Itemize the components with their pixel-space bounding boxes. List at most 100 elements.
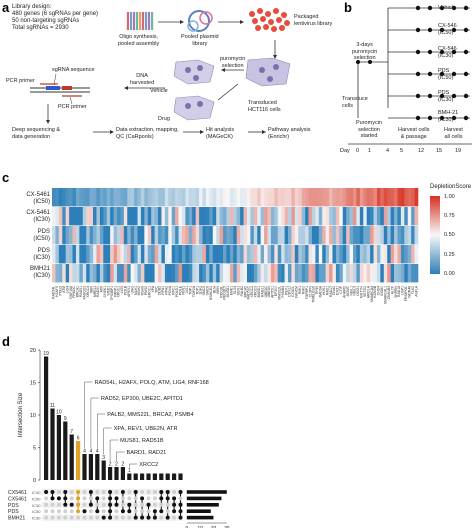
oligo-line: pooled assembly <box>118 40 160 47</box>
set-size-bar <box>186 503 219 507</box>
gene-label: RPA1 <box>161 286 165 295</box>
heatmap-cell <box>260 226 265 245</box>
timepoint-dot <box>427 49 433 55</box>
heatmap-cell <box>209 207 214 226</box>
heatmap-cell <box>236 264 241 283</box>
heatmap-cell <box>202 264 207 283</box>
pipeline-line: (Enrichr) <box>268 133 290 140</box>
heatmap-cell <box>140 245 145 264</box>
heatmap-cell <box>69 207 73 226</box>
heatmap-cell <box>86 226 90 245</box>
heatmap-cell <box>407 207 412 226</box>
legend-tick: 0.25 <box>444 252 455 258</box>
heatmap-cell <box>298 245 303 264</box>
intersection-bar <box>152 473 157 480</box>
heatmap-cell <box>205 245 210 264</box>
gene-label: APEX1 <box>127 286 131 297</box>
heatmap-cell <box>113 226 118 245</box>
heatmap-cell <box>147 226 152 245</box>
heatmap-row-label-pds-ic30: PDS (IC30) <box>14 248 50 262</box>
legend-tick: 0.75 <box>444 213 455 219</box>
gene-label: INO80 <box>380 286 384 296</box>
gene-label: MRE11 <box>93 286 97 297</box>
bar-value-label: 2 <box>115 462 118 468</box>
heatmap-cell <box>250 226 255 245</box>
heatmap-cell <box>226 207 231 226</box>
heatmap-row-label-pds-ic50: PDS (IC50) <box>14 229 50 243</box>
heatmap-cell <box>123 207 128 226</box>
arm-line: CX-546 <box>438 23 457 29</box>
gene-label: ZRANB3 <box>387 286 391 299</box>
heatmap-cell <box>175 264 179 283</box>
heatmap-cell <box>325 188 330 207</box>
heatmap-cell <box>134 226 138 245</box>
timepoint-dot <box>451 49 457 55</box>
heatmap-cell <box>353 226 357 245</box>
heatmap-cell <box>188 207 193 226</box>
heatmap-cell <box>96 226 101 245</box>
heatmap-cell <box>93 226 97 245</box>
timepoint-dot <box>439 49 445 55</box>
panel-b-letter: b <box>344 0 352 15</box>
heatmap-cell <box>113 207 118 226</box>
heatmap-cell <box>233 207 238 226</box>
heatmap-cell <box>346 264 350 283</box>
gene-label: CHEK1 <box>103 286 107 297</box>
heatmap-cell <box>349 264 354 283</box>
matrix-dot <box>114 502 119 507</box>
gene-label: ASF1A <box>414 285 418 296</box>
heatmap-cell <box>89 264 94 283</box>
heatmap-cell <box>397 226 402 245</box>
heatmap-cell <box>318 245 323 264</box>
heatmap-cell <box>315 207 320 226</box>
heatmap-cell <box>411 226 415 245</box>
matrix-dot <box>88 496 93 501</box>
heatmap-cell <box>52 188 56 207</box>
heatmap-cell <box>294 245 299 264</box>
matrix-dot <box>178 509 183 514</box>
matrix-dot <box>69 509 74 514</box>
heatmap-cell <box>318 226 323 245</box>
timepoint-dot <box>463 93 469 99</box>
heatmap-cell <box>250 245 255 264</box>
gene-label: POLE <box>178 285 182 295</box>
heatmap-cell <box>277 207 282 226</box>
pipeline-step-4: Pathway analysis (Enrichr) <box>268 127 311 140</box>
matrix-dot <box>165 490 170 494</box>
plasmid-line: library <box>192 40 208 47</box>
heatmap-cell <box>325 226 330 245</box>
bar-value-label: 4 <box>83 449 86 455</box>
matrix-dot <box>95 496 100 501</box>
heatmap-cell <box>96 207 101 226</box>
heatmap-cell <box>110 188 114 207</box>
heatmap-cell <box>164 226 169 245</box>
heatmap-cell <box>380 207 385 226</box>
heatmap-cell <box>353 264 357 283</box>
heatmap-cell <box>366 245 371 264</box>
heatmap-cell <box>291 245 296 264</box>
dna-line: DNA <box>136 73 148 79</box>
set-label-ic: IC30 <box>32 490 41 495</box>
matrix-dot <box>172 502 177 507</box>
day-15: 15 <box>436 148 443 154</box>
heatmap-cell <box>185 207 190 226</box>
heatmap-cell <box>52 226 56 245</box>
matrix-dot <box>95 490 100 494</box>
heatmap-cell <box>72 207 77 226</box>
heatmap-cell <box>373 226 378 245</box>
gene-label: LIG4 <box>65 286 69 293</box>
gene-label: RMI1 <box>298 286 302 294</box>
gene-label: SMARCAL1 <box>384 286 388 304</box>
heatmap-cell <box>284 188 289 207</box>
heatmap-cell <box>192 207 196 226</box>
dna-harvested-label: DNA harvested <box>130 73 154 86</box>
heatmap-cell <box>205 264 210 283</box>
heatmap-cell <box>305 226 309 245</box>
intersection-bar <box>88 454 93 480</box>
heatmap-cell <box>308 188 313 207</box>
heatmap-cell <box>93 245 97 264</box>
matrix-dot <box>50 509 55 514</box>
heatmap-cell <box>62 188 66 207</box>
set-label: PDS <box>8 509 19 515</box>
matrix-dot <box>165 496 170 501</box>
